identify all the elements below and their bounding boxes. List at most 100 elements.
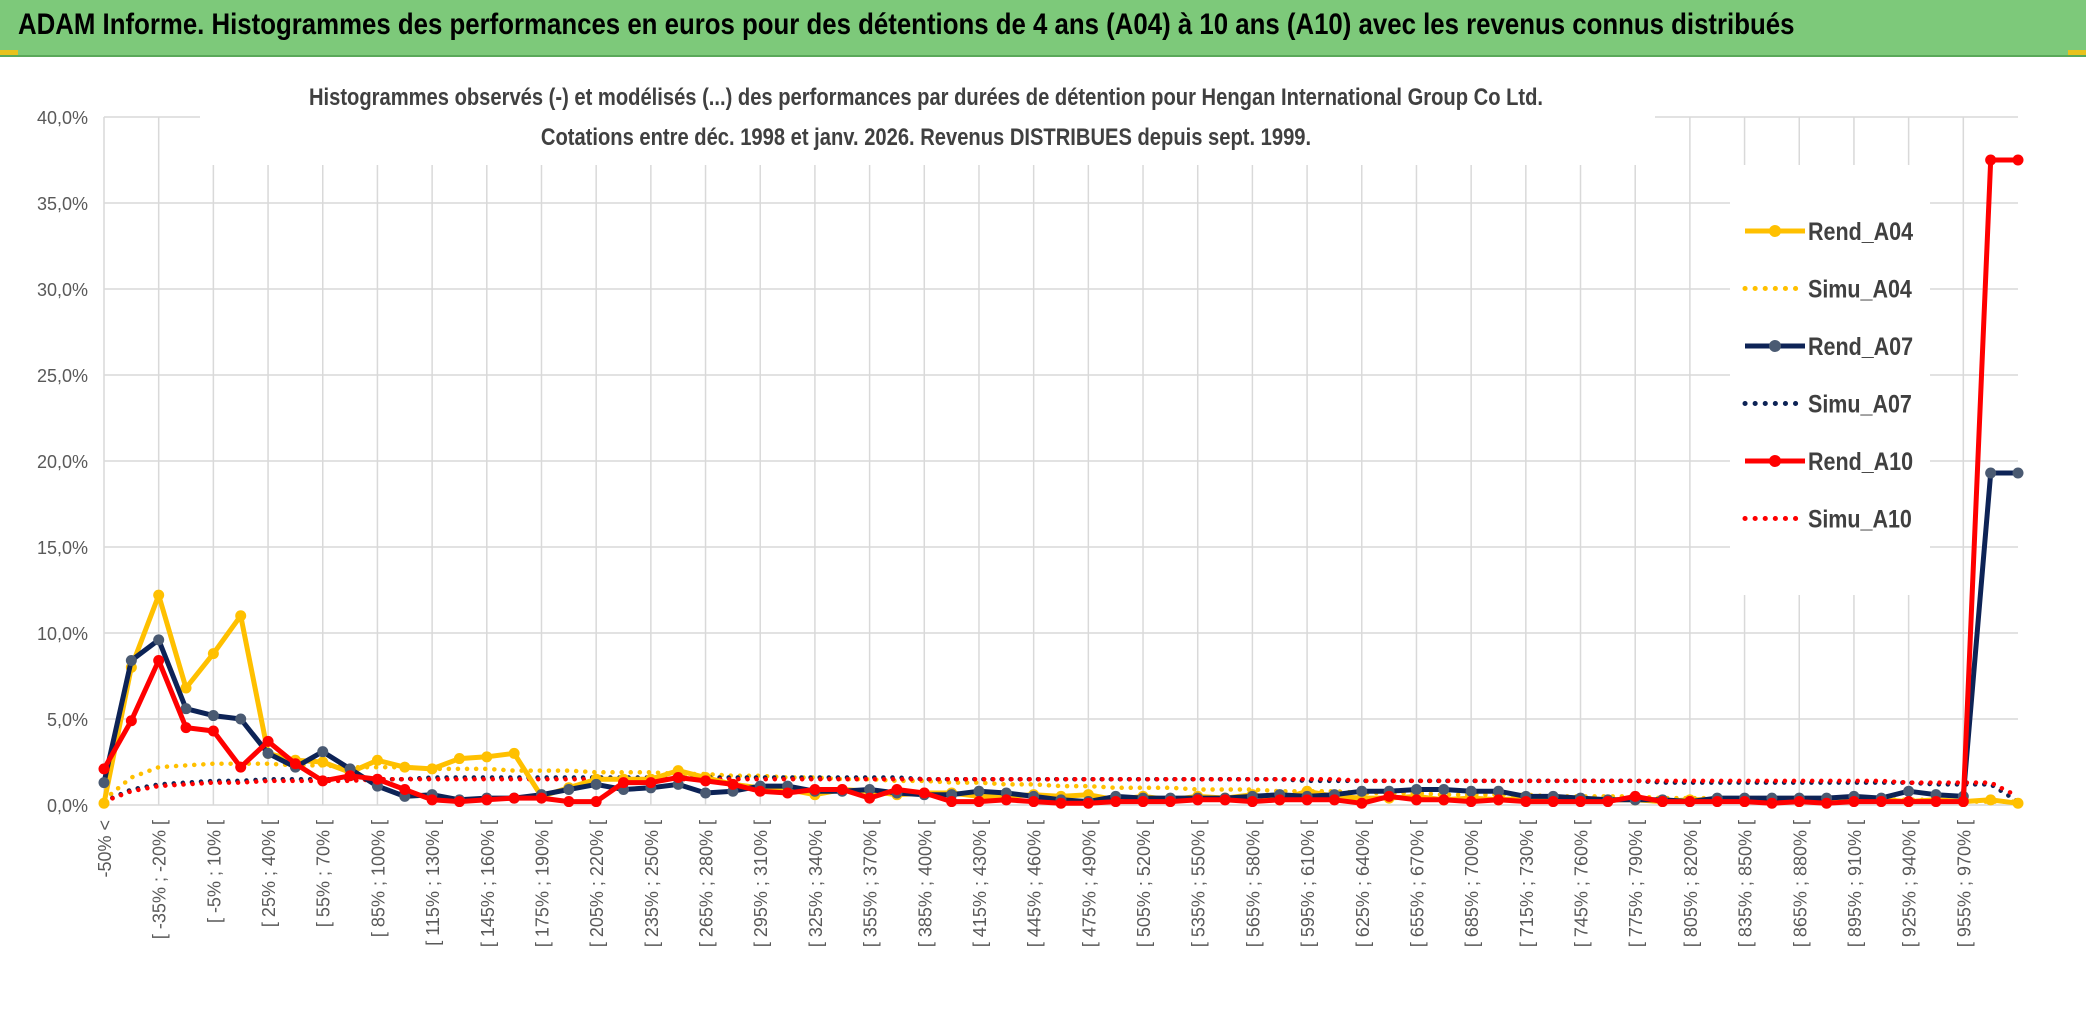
y-tick-label: 30,0% (37, 280, 88, 300)
x-tick-label: [ 745% ; 760% [ (1572, 820, 1592, 947)
data-point (98, 777, 110, 789)
x-tick-label: [ 175% ; 190% [ (532, 820, 552, 947)
data-point (1164, 796, 1176, 808)
series-rend-a04 (98, 589, 2024, 809)
data-point (180, 703, 192, 715)
x-tick-label: [ 775% ; 790% [ (1626, 820, 1646, 947)
data-point (1110, 796, 1122, 808)
data-point (1438, 794, 1450, 806)
data-point (1356, 785, 1368, 797)
data-point (98, 797, 110, 809)
data-point (1602, 796, 1614, 808)
data-point (1082, 797, 1094, 809)
data-point (1028, 796, 1040, 808)
data-point (1985, 467, 1997, 479)
data-point (700, 787, 712, 799)
x-tick-label: [ 115% ; 130% [ (423, 820, 443, 946)
x-tick-label: [ 595% ; 610% [ (1298, 820, 1318, 947)
data-point (1274, 794, 1286, 806)
histogram-chart: 0,0% 5,0% 10,0% 15,0% 20,0% 25,0% 30,0% 35,0% 40… (37, 75, 2024, 947)
data-point (153, 655, 165, 667)
data-point (946, 796, 958, 808)
data-point (98, 763, 110, 775)
legend-item: Simu_A10 (1742, 505, 1912, 533)
data-point (645, 777, 657, 789)
x-tick-label: [ 535% ; 550% [ (1189, 820, 1209, 947)
data-point (2012, 797, 2024, 809)
report-title: ADAM Informe. Histogrammes des performan… (18, 8, 1795, 41)
data-point (399, 784, 411, 796)
x-tick-label: [ -5% ; 10% [ (204, 820, 224, 923)
x-tick-label: [ 655% ; 670% [ (1407, 820, 1427, 947)
data-point (262, 735, 274, 747)
x-tick-label: [ 925% ; 940% [ (1900, 820, 1920, 947)
data-point (1629, 790, 1641, 802)
x-tick-label: [ 235% ; 250% [ (642, 820, 662, 947)
x-tick-label: [ 85% ; 100% [ (368, 820, 388, 937)
data-point (317, 756, 329, 768)
legend: Rend_A04 Simu_A04 Rend_A07 Simu_A07 Rend_A10… (1730, 165, 1930, 595)
data-point (809, 784, 821, 796)
x-tick-label: [ 25% ; 40% [ (259, 820, 279, 927)
series-line (101, 592, 2019, 806)
x-tick-label: [ 355% ; 370% [ (861, 820, 881, 947)
x-tick-label: [ 205% ; 220% [ (587, 820, 607, 947)
chart-title-block: Histogrammes observés (-) et modélisés (… (200, 75, 1655, 165)
x-tick-label: [ 865% ; 880% [ (1790, 820, 1810, 947)
data-point (453, 796, 465, 808)
data-point (973, 796, 985, 808)
data-point (453, 753, 465, 765)
corner-accent-right (2068, 50, 2086, 55)
data-point (1492, 785, 1504, 797)
data-point (235, 713, 247, 725)
corner-accent-left (0, 50, 18, 55)
x-tick-label: [ 295% ; 310% [ (751, 820, 771, 947)
data-point (1465, 785, 1477, 797)
x-tick-label: [ 625% ; 640% [ (1353, 820, 1373, 947)
x-tick-label: [ 565% ; 580% [ (1243, 820, 1263, 947)
data-point (1684, 796, 1696, 808)
data-point (426, 763, 438, 775)
x-tick-label: [ 55% ; 70% [ (314, 820, 334, 927)
series-layer (98, 154, 2024, 809)
x-tick-label: [ 145% ; 160% [ (478, 820, 498, 947)
legend-item: Simu_A07 (1742, 390, 1912, 418)
data-point (864, 792, 876, 804)
title-background (200, 75, 1655, 165)
data-point (508, 792, 520, 804)
legend-item: Rend_A10 (1745, 447, 1913, 475)
x-tick-label: [ 265% ; 280% [ (697, 820, 717, 947)
legend-marker (1769, 225, 1781, 237)
data-point (1821, 797, 1833, 809)
data-point (535, 792, 547, 804)
x-tick-label: [ 325% ; 340% [ (806, 820, 826, 947)
data-point (1438, 784, 1450, 796)
header-bar: ADAM Informe. Histogrammes des performan… (0, 0, 2086, 57)
data-point (563, 796, 575, 808)
legend-marker (1769, 340, 1781, 352)
x-tick-label: [ 955% ; 970% [ (1954, 820, 1974, 947)
data-point (1930, 796, 1942, 808)
data-point (2012, 154, 2024, 166)
data-point (180, 682, 192, 694)
legend-label: Simu_A07 (1808, 390, 1912, 418)
data-point (1520, 796, 1532, 808)
x-tick-label: [ 385% ; 400% [ (915, 820, 935, 947)
data-point (782, 787, 794, 799)
data-point (1219, 794, 1231, 806)
data-point (1903, 796, 1915, 808)
data-point (672, 771, 684, 783)
legend-label: Rend_A04 (1808, 217, 1913, 245)
data-point (180, 722, 192, 734)
data-point (344, 770, 356, 782)
legend-label: Rend_A07 (1808, 332, 1913, 360)
data-point (481, 751, 493, 763)
legend-marker (1769, 455, 1781, 467)
data-point (1356, 797, 1368, 809)
y-tick-label: 15,0% (37, 538, 88, 558)
data-point (727, 778, 739, 790)
data-point (317, 746, 329, 758)
chart-subtitle: Cotations entre déc. 1998 et janv. 2026.… (541, 123, 1311, 150)
x-tick-label: [ 445% ; 460% [ (1025, 820, 1045, 947)
data-point (836, 784, 848, 796)
